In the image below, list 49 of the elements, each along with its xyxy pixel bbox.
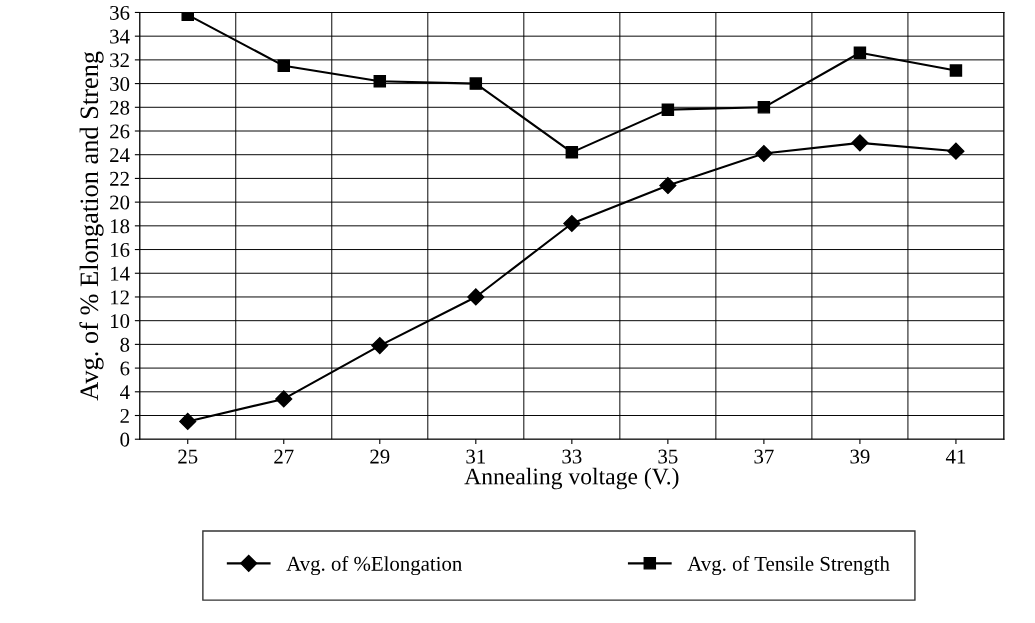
point: [949, 64, 963, 77]
y-tick-label: 26: [110, 124, 130, 139]
x-tick-label: 41: [945, 449, 966, 464]
y-tick-label: 20: [110, 195, 130, 210]
y-tick-label: 8: [120, 337, 130, 352]
x-tick-label: 37: [754, 449, 774, 464]
y-tick-label: 24: [110, 148, 130, 162]
y-tick-label: 14: [111, 266, 130, 281]
x-tick-label: 33: [562, 449, 582, 464]
point: [853, 46, 867, 60]
x-tick-label: 27: [274, 449, 294, 464]
y-tick-label: 32: [110, 53, 129, 68]
point: [565, 146, 579, 159]
y-tick-label: 10: [111, 314, 130, 329]
point: [757, 101, 771, 114]
y-tick-label: 18: [111, 219, 130, 234]
y-tick-label: 2: [120, 408, 129, 423]
x-tick-label: 29: [370, 449, 390, 464]
point: [179, 412, 197, 430]
point: [851, 134, 869, 152]
y-tick-label: 30: [110, 76, 130, 92]
y-axis-title: Avg. of % Elongation and Streng: [79, 51, 104, 401]
point: [467, 288, 485, 306]
y-tick-label: 36: [110, 5, 130, 20]
point: [563, 214, 581, 233]
point: [277, 59, 291, 73]
y-tick-label: 4: [119, 385, 130, 400]
y-tick-label: 34: [110, 29, 130, 44]
y-tick-label: 22: [110, 171, 129, 186]
point: [659, 176, 677, 195]
x-tick-label: 35: [658, 449, 678, 464]
point: [755, 144, 773, 163]
y-tick-label: 28: [110, 100, 130, 115]
point: [371, 337, 389, 355]
point: [947, 142, 965, 160]
legend-label: Avg. of Tensile Strength: [687, 555, 890, 576]
y-tick-label: 6: [120, 361, 130, 376]
point: [275, 390, 293, 408]
point: [469, 77, 483, 90]
y-tick-label: 0: [120, 432, 130, 447]
legend-label: Avg. of %Elongation: [286, 555, 462, 576]
y-tick-label: 12: [111, 290, 129, 305]
y-tick-label: 16: [111, 242, 130, 257]
point: [661, 103, 675, 116]
x-axis-title: Annealing voltage (V.): [464, 467, 679, 490]
x-tick-label: 25: [178, 449, 198, 464]
x-tick-label: 31: [466, 449, 485, 464]
point: [373, 74, 387, 88]
x-tick-label: 39: [850, 449, 870, 464]
